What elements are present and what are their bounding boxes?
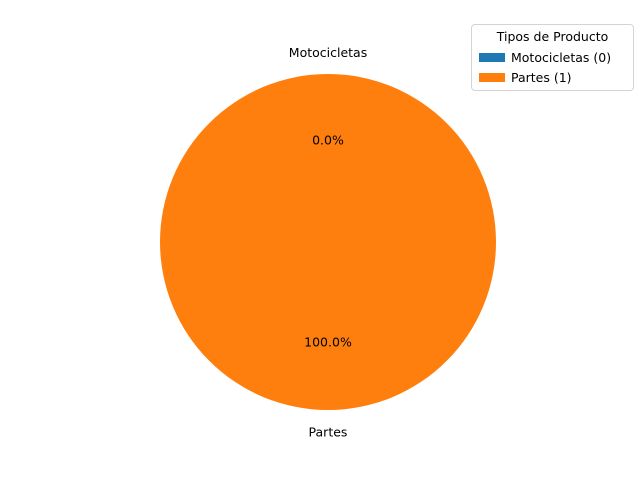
legend-title: Tipos de Producto	[496, 29, 609, 44]
pie-slice-partes	[160, 74, 496, 410]
pie-labels: Motocicletas 0.0% Partes 100.0%	[289, 45, 367, 439]
percent-label-motocicletas: 0.0%	[312, 133, 344, 148]
category-label-partes: Partes	[309, 424, 348, 439]
legend-swatch-motocicletas	[479, 53, 505, 62]
legend: Tipos de Producto Motocicletas (0) Parte…	[471, 24, 634, 91]
category-label-motocicletas: Motocicletas	[289, 45, 367, 60]
pie-slices	[160, 74, 496, 410]
legend-swatch-partes	[479, 73, 505, 82]
legend-item-motocicletas: Motocicletas (0)	[479, 50, 611, 65]
percent-label-partes: 100.0%	[304, 334, 352, 349]
legend-label-motocicletas: Motocicletas (0)	[511, 50, 612, 65]
legend-label-partes: Partes (1)	[511, 70, 572, 85]
legend-item-partes: Partes (1)	[479, 70, 572, 85]
